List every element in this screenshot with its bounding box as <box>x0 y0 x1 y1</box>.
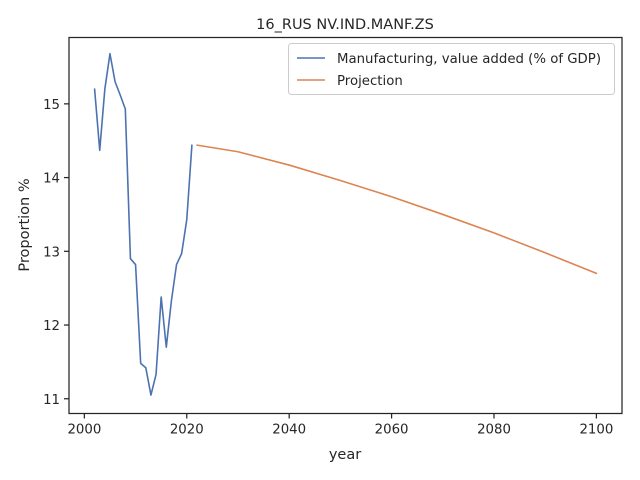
y-tick-label: 11 <box>43 393 60 408</box>
x-tick-label: 2100 <box>579 423 613 438</box>
plot-frame <box>68 36 623 415</box>
legend: Manufacturing, value added (% of GDP) Pr… <box>288 43 615 95</box>
x-tick-label: 2000 <box>67 423 101 438</box>
plot-area <box>93 52 598 396</box>
chart-title: 16_RUS NV.IND.MANF.ZS <box>256 17 434 33</box>
y-tick-label: 15 <box>43 98 60 113</box>
legend-label-manufacturing: Manufacturing, value added (% of GDP) <box>337 52 601 67</box>
series-line-manufacturing <box>93 52 193 396</box>
x-tick-label: 2040 <box>272 423 306 438</box>
y-axis-label: Proportion % <box>17 178 33 271</box>
y-tick-label: 12 <box>43 319 60 334</box>
x-tick-label: 2020 <box>170 423 204 438</box>
y-tick-label: 14 <box>43 172 60 187</box>
legend-label-projection: Projection <box>337 74 403 89</box>
x-tick-label: 2080 <box>477 423 511 438</box>
x-tick-label: 2060 <box>375 423 409 438</box>
y-tick-label: 13 <box>43 245 60 260</box>
series-line-projection <box>196 144 598 275</box>
y-axis: 11 12 13 14 15 <box>43 98 69 408</box>
x-axis-label: year <box>329 447 361 463</box>
legend-box <box>288 43 615 95</box>
x-axis: 2000 2020 2040 2060 2080 2100 <box>67 413 613 438</box>
